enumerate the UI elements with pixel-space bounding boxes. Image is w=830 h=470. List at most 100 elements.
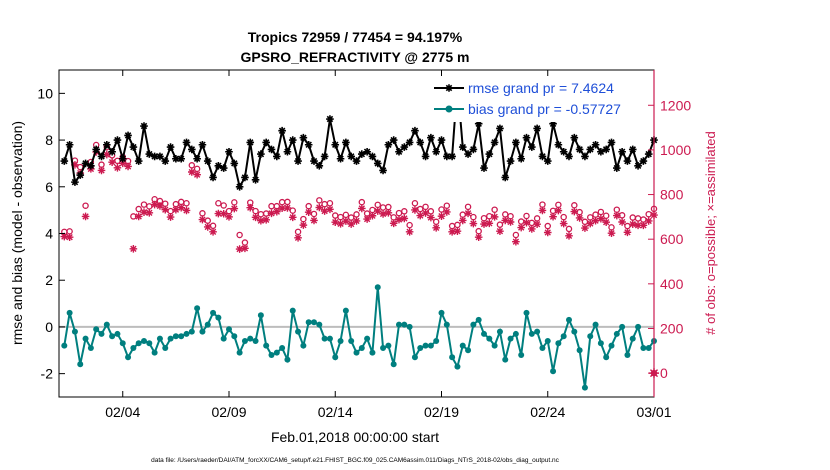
bias-point	[475, 316, 482, 323]
rmse-point-dot	[317, 163, 322, 168]
rmse-point	[331, 140, 340, 149]
rmse-point	[304, 140, 313, 149]
obs-possible-point	[454, 221, 461, 229]
obs-assimilated-point	[103, 150, 111, 159]
bias-point	[486, 335, 493, 342]
rmse-point	[395, 147, 403, 156]
rmse-point	[113, 136, 122, 144]
rmse-point-dot	[402, 145, 407, 149]
bias-point	[592, 321, 599, 328]
obs-assimilated-point	[591, 216, 600, 225]
obs-assimilated-point	[150, 200, 159, 209]
obs-possible-point	[480, 214, 488, 222]
bias-point	[210, 309, 217, 316]
obs-possible-point	[385, 203, 392, 211]
obs-possible-point	[491, 206, 498, 213]
rmse-point-dot	[184, 140, 189, 145]
rmse-point	[251, 175, 260, 184]
bias-point	[295, 328, 302, 335]
bias-point	[608, 342, 615, 349]
bias-point	[438, 309, 445, 316]
rmse-point	[506, 157, 515, 165]
obs-assimilated-point	[134, 212, 143, 221]
obs-assimilated-point	[331, 218, 340, 227]
rmse-point-dot	[205, 159, 210, 163]
obs-assimilated-point	[485, 219, 494, 228]
rmse-point	[443, 152, 451, 161]
bias-point	[332, 354, 339, 361]
obs-assimilated-point	[193, 170, 201, 179]
rmse-point-dot	[115, 138, 120, 142]
rmse-point	[496, 124, 504, 133]
rmse-point-dot	[524, 135, 529, 140]
rmse-point-dot	[243, 175, 247, 180]
obs-assimilated-point	[219, 209, 228, 218]
obs-assimilated-point	[294, 234, 302, 242]
obs-possible-point	[602, 212, 610, 220]
rmse-point-dot	[126, 133, 130, 138]
bias-point	[459, 342, 466, 349]
rmse-point-dot	[556, 142, 561, 147]
obs-assimilated-point	[358, 204, 366, 213]
bias-point	[481, 330, 487, 337]
obs-assimilated-point	[538, 206, 547, 215]
rmse-point	[310, 157, 318, 165]
bias-point	[502, 356, 509, 363]
bias-point	[125, 354, 132, 361]
bias-point	[566, 316, 572, 323]
y2-tick-label: 400	[660, 276, 684, 292]
bias-point	[454, 363, 461, 370]
rmse-point-dot	[466, 152, 470, 156]
obs-assimilated-point	[60, 232, 69, 241]
plot-area	[59, 80, 659, 391]
bias-point	[422, 342, 429, 349]
obs-possible-point	[257, 210, 265, 218]
bias-point	[247, 335, 254, 342]
rmse-point-dot	[514, 140, 518, 145]
rmse-point-dot	[67, 142, 72, 147]
obs-assimilated-point	[278, 204, 286, 212]
obs-possible-point	[416, 205, 424, 213]
y-tick-label: -2	[41, 366, 54, 382]
rmse-point-dot	[599, 149, 603, 154]
rmse-point	[411, 126, 419, 135]
rmse-point	[613, 164, 621, 172]
bias-point	[528, 330, 535, 337]
y2-tick-label: 1200	[660, 97, 691, 113]
rmse-point-dot	[365, 149, 369, 154]
rmse-point-dot	[370, 154, 375, 159]
rmse-point-dot	[545, 159, 550, 163]
bias-point	[226, 326, 232, 333]
rmse-point-dot	[572, 135, 577, 140]
obs-assimilated-point	[384, 209, 393, 217]
rmse-point-dot	[280, 128, 284, 133]
obs-assimilated-point	[522, 218, 531, 227]
bias-point	[539, 344, 546, 351]
obs-assimilated-point	[389, 219, 398, 228]
bias-point	[204, 321, 211, 328]
bias-point	[231, 333, 238, 340]
obs-possible-point	[321, 200, 328, 208]
rmse-point	[405, 138, 414, 147]
rmse-point	[389, 136, 398, 144]
bias-point	[188, 328, 195, 335]
bias-point	[443, 321, 450, 328]
obs-assimilated-point	[246, 203, 255, 212]
rmse-point-dot	[354, 159, 359, 163]
bias-point	[587, 333, 594, 340]
obs-possible-point	[66, 228, 73, 235]
rmse-point-dot	[211, 175, 215, 180]
obs-assimilated-point	[602, 218, 610, 227]
obs-assimilated-point	[156, 202, 164, 210]
obs-possible-point	[533, 215, 541, 222]
obs-assimilated-point	[437, 212, 446, 221]
rmse-point	[161, 157, 170, 165]
obs-possible-point	[241, 239, 249, 246]
rmse-point	[591, 140, 600, 149]
rmse-point-dot	[487, 152, 492, 156]
obs-possible-point	[401, 208, 408, 215]
rmse-point-dot	[593, 142, 598, 147]
rmse-point	[166, 143, 175, 151]
bias-point	[167, 335, 174, 342]
bias-point	[114, 330, 121, 337]
